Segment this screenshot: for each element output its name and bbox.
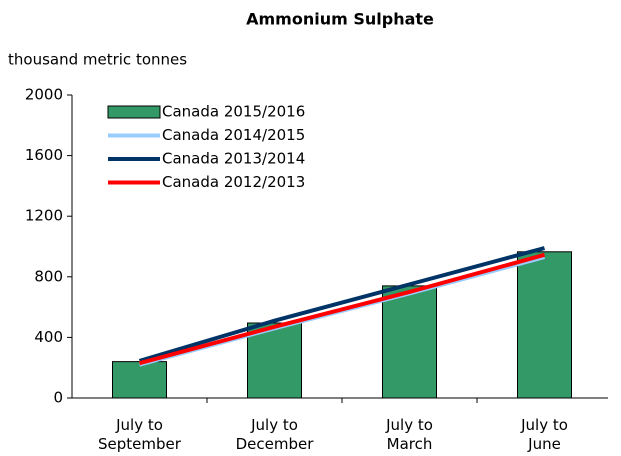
- y-tick-label: 800: [34, 267, 63, 285]
- x-tick-label: July to June: [520, 416, 568, 453]
- y-tick-label: 400: [34, 328, 63, 346]
- bar: [247, 322, 302, 399]
- bar: [517, 251, 572, 399]
- y-axis-label: thousand metric tonnes: [8, 51, 187, 69]
- legend-label: Canada 2012/2013: [162, 173, 305, 191]
- legend-label: Canada 2014/2015: [162, 126, 305, 144]
- y-tick-label: 1200: [25, 207, 63, 225]
- x-tick-label: July to March: [385, 416, 433, 453]
- legend-label: Canada 2013/2014: [162, 150, 305, 168]
- y-tick-label: 0: [53, 389, 63, 407]
- chart-title: Ammonium Sulphate: [246, 10, 434, 29]
- legend-label: Canada 2015/2016: [162, 103, 305, 121]
- y-tick-label: 1600: [25, 146, 63, 164]
- line: [138, 252, 546, 366]
- y-tick-label: 2000: [25, 86, 63, 104]
- bar: [382, 285, 437, 399]
- legend-swatch: [107, 105, 161, 119]
- x-tick-label: July to September: [98, 416, 182, 453]
- bar: [112, 361, 167, 399]
- x-tick-label: July to December: [236, 416, 315, 453]
- line: [138, 246, 546, 363]
